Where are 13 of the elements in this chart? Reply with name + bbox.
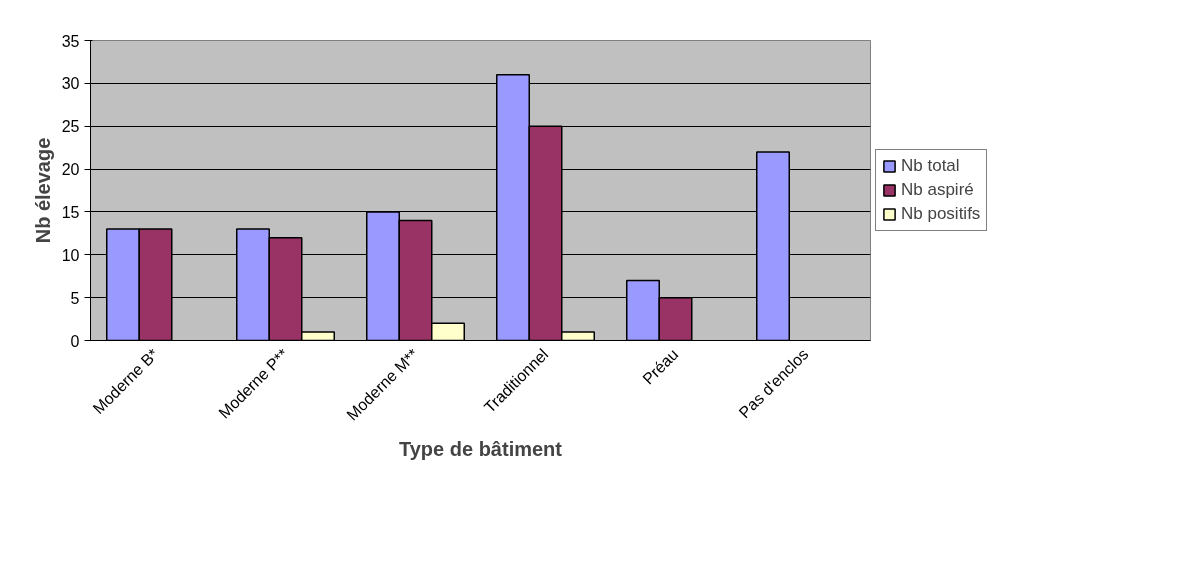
y-tick-label: 30 bbox=[61, 75, 80, 93]
y-tick-label: 5 bbox=[70, 289, 80, 307]
x-axis-title: Type de bâtiment bbox=[399, 437, 563, 460]
legend-label: Nb total bbox=[901, 156, 960, 176]
legend-label: Nb positifs bbox=[901, 204, 981, 224]
y-tick-label: 0 bbox=[70, 332, 80, 350]
y-tick-label: 25 bbox=[61, 118, 80, 136]
y-tick-label: 20 bbox=[61, 161, 80, 179]
y-tick-label: 35 bbox=[61, 32, 80, 50]
y-axis-title: Nb élevage bbox=[31, 137, 54, 244]
y-tick-label: 10 bbox=[61, 246, 80, 264]
legend-label: Nb aspiré bbox=[901, 180, 974, 200]
y-tick-label: 15 bbox=[61, 203, 80, 221]
